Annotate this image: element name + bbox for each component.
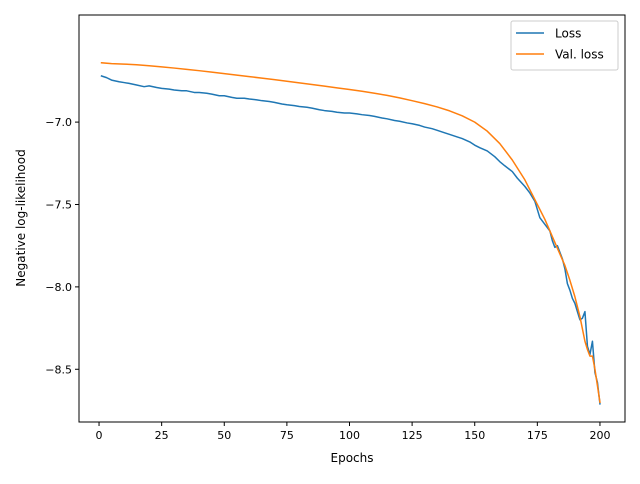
x-tick-label: 150 [464,429,485,442]
y-tick-label: −8.5 [45,363,72,376]
series-layer [100,61,601,405]
legend-label-loss: Loss [555,27,581,41]
legend: Loss Val. loss [510,20,619,71]
x-tick-label: 175 [527,429,548,442]
y-axis-ticks: −7.0 −7.5 −8.0 −8.5 [45,116,79,376]
x-tick-label: 75 [280,429,294,442]
x-tick-label: 125 [402,429,423,442]
series-line-val-loss [100,61,601,404]
x-tick-label: 100 [339,429,360,442]
legend-label-val-loss: Val. loss [555,48,604,62]
y-tick-label: −7.5 [45,198,72,211]
x-tick-label: 25 [155,429,169,442]
y-axis-label: Negative log-likelihood [14,149,28,286]
y-tick-label: −8.0 [45,281,72,294]
x-axis-ticks: 0 25 50 75 100 125 150 175 200 [96,422,610,442]
x-axis-label: Epochs [331,451,374,465]
x-tick-label: 0 [96,429,103,442]
plot-frame [78,14,626,423]
x-tick-label: 50 [217,429,231,442]
x-tick-label: 200 [589,429,610,442]
y-tick-label: −7.0 [45,116,72,129]
